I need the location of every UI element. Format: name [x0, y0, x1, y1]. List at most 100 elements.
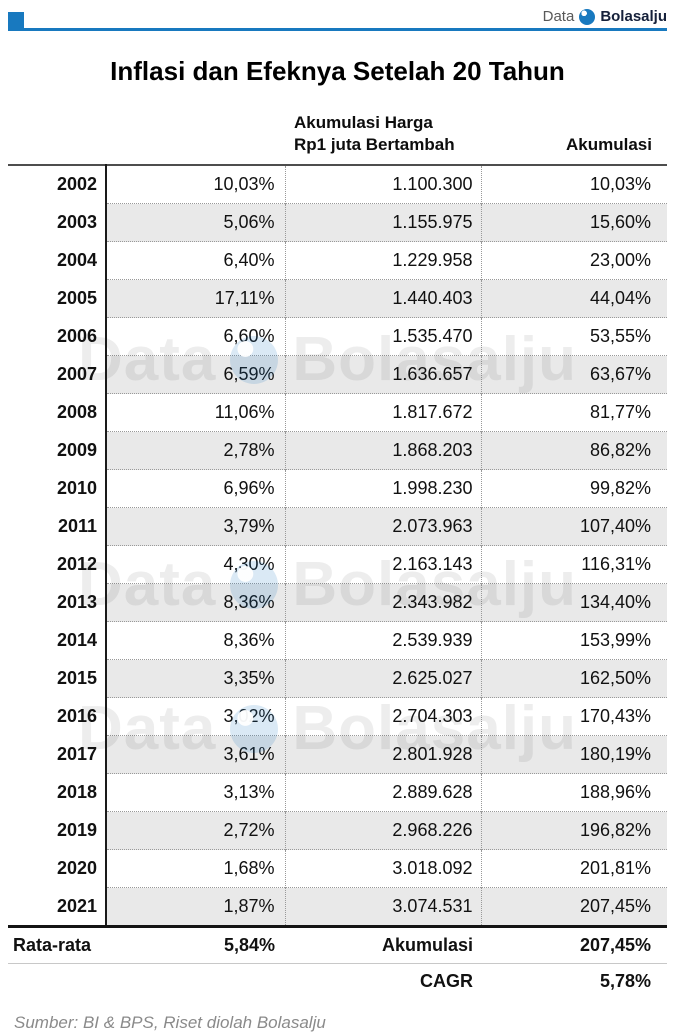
table-row: 2020 1,68% 3.018.092 201,81% [8, 849, 667, 888]
cell-year: 2012 [8, 545, 106, 584]
cell-accum: 86,82% [480, 431, 667, 470]
cell-inflation: 3,13% [105, 773, 285, 812]
cell-year: 2007 [8, 355, 106, 394]
cell-year: 2016 [8, 697, 106, 736]
cell-accum: 207,45% [480, 887, 667, 927]
cagr-value: 5,78% [599, 971, 651, 991]
table-row: 2021 1,87% 3.074.531 207,45% [8, 887, 667, 927]
cell-inflation: 6,40% [105, 241, 285, 280]
average-value: 5,84% [223, 935, 275, 955]
accum-total-value: 207,45% [579, 935, 651, 955]
cell-accum: 10,03% [480, 165, 667, 204]
cagr-blank [106, 964, 285, 1000]
cell-price: 2.801.928 [284, 735, 481, 774]
accum-total-label: Akumulasi [381, 935, 473, 955]
cell-price: 2.163.143 [284, 545, 481, 584]
cell-inflation: 6,59% [105, 355, 285, 394]
cell-inflation: 10,03% [105, 165, 285, 204]
cell-price: 2.889.628 [284, 773, 481, 812]
cagr-blank [8, 964, 106, 1000]
cell-price: 1.817.672 [284, 393, 481, 432]
cell-year: 2015 [8, 659, 106, 698]
cell-year: 2005 [8, 279, 106, 318]
brand-prefix-label: Data [542, 8, 575, 25]
table-header-row: Akumulasi Harga Rp1 juta Bertambah Akumu… [8, 86, 667, 165]
header-year-blank [8, 86, 106, 165]
snowball-icon [579, 9, 596, 25]
cell-year: 2017 [8, 735, 106, 774]
cell-year: 2021 [8, 887, 106, 927]
source-note: Sumber: BI & BPS, Riset diolah Bolasalju [14, 1013, 326, 1032]
header-price-line1: Akumulasi Harga [294, 113, 433, 132]
table-header: Akumulasi Harga Rp1 juta Bertambah Akumu… [8, 86, 667, 165]
cell-price: 1.155.975 [284, 203, 481, 242]
page-title: Inflasi dan Efeknya Setelah 20 Tahun [110, 56, 565, 86]
cell-year: 2013 [8, 583, 106, 622]
cell-accum: 180,19% [480, 735, 667, 774]
cell-price: 1.868.203 [284, 431, 481, 470]
table-row: 2006 6,60% 1.535.470 53,55% [8, 317, 667, 356]
cell-accum: 116,31% [480, 545, 667, 584]
cell-inflation: 3,02% [105, 697, 285, 736]
table-row: 2018 3,13% 2.889.628 188,96% [8, 773, 667, 812]
cell-year: 2008 [8, 393, 106, 432]
cell-price: 2.968.226 [284, 811, 481, 850]
cagr-row: CAGR 5,78% [8, 964, 667, 1000]
cell-accum: 23,00% [480, 241, 667, 280]
cell-inflation: 2,78% [105, 431, 285, 470]
cell-year: 2010 [8, 469, 106, 508]
brand-square-mark [8, 12, 24, 28]
cell-price: 3.074.531 [284, 887, 481, 927]
table-row: 2014 8,36% 2.539.939 153,99% [8, 621, 667, 660]
cell-inflation: 2,72% [105, 811, 285, 850]
cell-accum: 170,43% [480, 697, 667, 736]
header-inflation-blank [106, 86, 285, 165]
cell-year: 2019 [8, 811, 106, 850]
cell-price: 1.636.657 [284, 355, 481, 394]
cell-inflation: 1,87% [105, 887, 285, 927]
accent-rule [8, 28, 667, 31]
inflation-table: Akumulasi Harga Rp1 juta Bertambah Akumu… [8, 86, 667, 999]
cell-year: 2011 [8, 507, 106, 546]
header-accum: Akumulasi [566, 135, 652, 154]
header-price-line2: Rp1 juta Bertambah [294, 135, 455, 154]
cell-accum: 81,77% [480, 393, 667, 432]
table-row: 2003 5,06% 1.155.975 15,60% [8, 203, 667, 242]
table-row: 2010 6,96% 1.998.230 99,82% [8, 469, 667, 508]
table-row: 2005 17,11% 1.440.403 44,04% [8, 279, 667, 318]
cell-year: 2002 [8, 165, 106, 204]
cell-inflation: 5,06% [105, 203, 285, 242]
cagr-label: CAGR [420, 971, 473, 991]
cell-inflation: 4,30% [105, 545, 285, 584]
top-bar: Data Bolasalju [0, 0, 675, 31]
table-row: 2012 4,30% 2.163.143 116,31% [8, 545, 667, 584]
cell-price: 1.440.403 [284, 279, 481, 318]
cell-price: 2.539.939 [284, 621, 481, 660]
cell-accum: 99,82% [480, 469, 667, 508]
cell-accum: 44,04% [480, 279, 667, 318]
average-label: Rata-rata [13, 935, 92, 955]
cell-accum: 201,81% [480, 849, 667, 888]
cell-inflation: 1,68% [105, 849, 285, 888]
cell-year: 2020 [8, 849, 106, 888]
cell-year: 2014 [8, 621, 106, 660]
table-row: 2007 6,59% 1.636.657 63,67% [8, 355, 667, 394]
cell-year: 2018 [8, 773, 106, 812]
cell-price: 2.704.303 [284, 697, 481, 736]
table-row: 2011 3,79% 2.073.963 107,40% [8, 507, 667, 546]
cell-inflation: 3,79% [105, 507, 285, 546]
cell-accum: 134,40% [480, 583, 667, 622]
cell-accum: 15,60% [480, 203, 667, 242]
cell-inflation: 17,11% [105, 279, 285, 318]
cell-accum: 188,96% [480, 773, 667, 812]
cell-accum: 53,55% [480, 317, 667, 356]
cell-inflation: 6,60% [105, 317, 285, 356]
average-row: Rata-rata 5,84% Akumulasi 207,45% [8, 927, 667, 964]
cell-year: 2009 [8, 431, 106, 470]
table-row: 2015 3,35% 2.625.027 162,50% [8, 659, 667, 698]
brand-logo: Data Bolasalju [536, 8, 667, 26]
cell-accum: 107,40% [480, 507, 667, 546]
cell-year: 2003 [8, 203, 106, 242]
cell-accum: 162,50% [480, 659, 667, 698]
cell-price: 3.018.092 [284, 849, 481, 888]
